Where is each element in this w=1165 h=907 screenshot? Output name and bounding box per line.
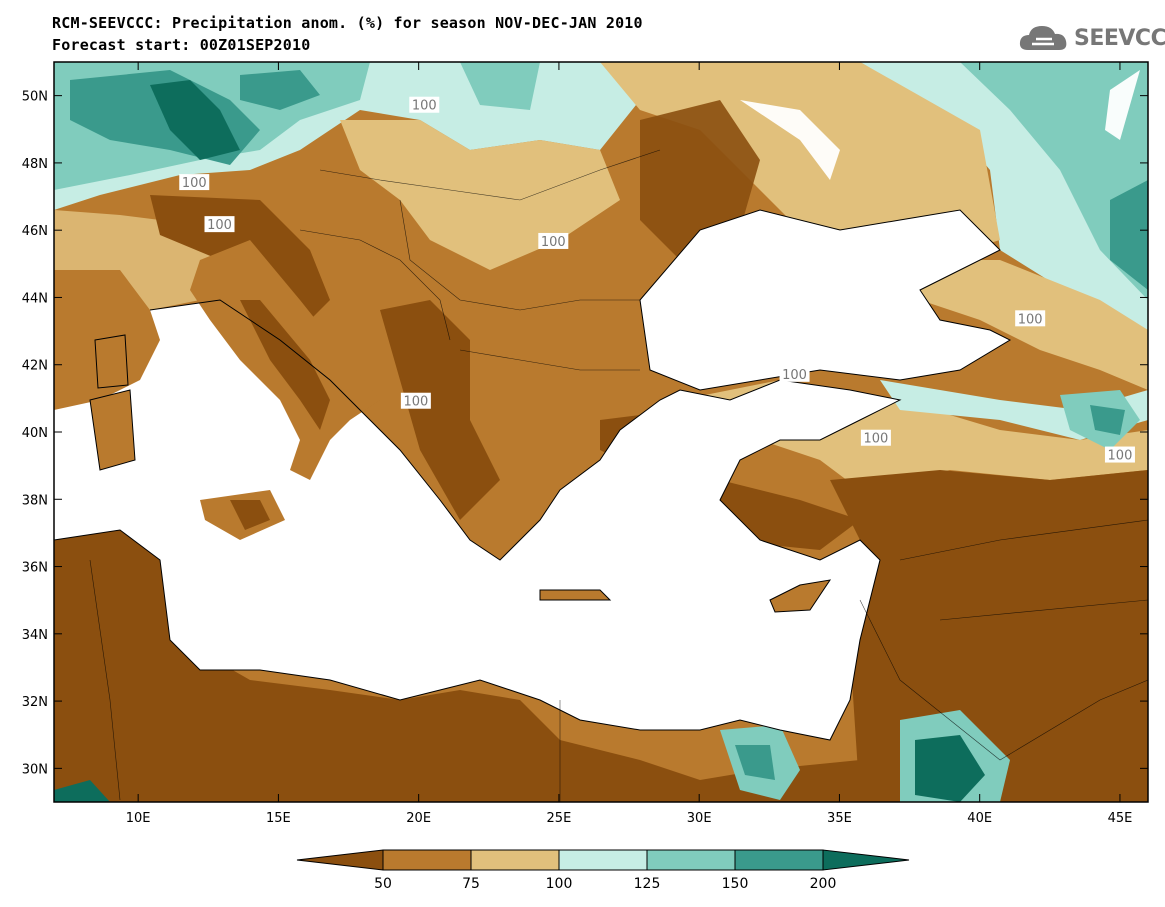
contour-label-text: 100 [782,368,807,383]
lat-tick-label: 36N [22,561,48,576]
lat-tick-label: 32N [22,695,48,710]
colorbar-min-triangle [296,849,384,871]
colorbar-box [382,849,472,871]
lon-tick-label: 10E [126,811,151,826]
contour-label: 100 [538,232,569,250]
colorbar-label: 75 [462,876,480,892]
contour-label-text: 100 [1018,312,1043,327]
colorbar-box [558,849,648,871]
contour-label-bg [779,365,810,382]
lat-tick-label: 30N [22,762,48,777]
contour-label-bg [860,429,891,446]
lat-tick-label: 44N [22,291,48,306]
colorbar-label: 150 [722,876,749,892]
lon-tick-label: 25E [547,811,572,826]
cloud-icon [1019,26,1067,50]
contour-label: 100 [860,429,891,447]
lat-tick-label: 34N [22,628,48,643]
contour-label-bg [409,96,440,113]
map-title: RCM-SEEVCCC: Precipitation anom. (%) for… [52,14,643,32]
lon-tick-label: 35E [827,811,852,826]
contour-label-text: 100 [182,176,207,191]
contour-label-text: 100 [541,235,566,250]
lat-tick-label: 50N [22,90,48,105]
lat-tick-label: 46N [22,224,48,239]
contour-label: 100 [409,96,440,114]
contour-label-bg [204,216,235,233]
contour-label: 100 [204,216,235,233]
lon-tick-label: 40E [967,811,992,826]
lon-tick-label: 15E [266,811,291,826]
colorbar-label: 125 [634,876,661,892]
colorbar-label: 50 [374,876,392,892]
anomaly-field [54,62,1148,802]
colorbar-box [470,849,560,871]
contour-label-text: 100 [207,218,232,233]
colorbar: 50 75 100 125 150 200 [296,849,910,892]
colorbar-label: 100 [546,876,573,892]
contour-label-text: 100 [412,99,437,114]
contour-label-bg [400,392,431,409]
colorbar-label: 200 [810,876,837,892]
contour-label: 100 [1015,310,1046,327]
contour-label-bg [538,232,569,249]
country-borders [89,149,1148,802]
contour-label: 100 [779,365,810,383]
lon-tick-label: 30E [687,811,712,826]
contour-label: 100 [400,392,431,410]
contour-label-text: 100 [863,432,888,447]
longitude-labels: 10E 15E 20E 25E 30E 35E 40E 45E [126,811,1133,826]
contour-label-text: 100 [403,395,428,410]
lon-tick-label: 45E [1108,811,1133,826]
lat-tick-label: 40N [22,426,48,441]
lon-tick-label: 20E [406,811,431,826]
contour-label-bg [1104,446,1135,463]
seevccc-logo: SEEVCCC [1018,22,1165,54]
contour-label-bg [1015,310,1046,327]
colorbar-max-triangle [822,849,910,871]
forecast-start-label: Forecast start: 00Z01SEP2010 [52,36,311,54]
logo-text: SEEVCCC [1074,25,1165,51]
lat-tick-label: 48N [22,157,48,172]
lat-tick-label: 38N [22,493,48,508]
coastlines [54,209,1012,741]
contour-label: 100 [179,174,210,191]
lat-tick-label: 42N [22,359,48,374]
colorbar-box [646,849,736,871]
contour-label: 100 [1104,446,1135,464]
contour-labels: 100 100 100 100 100 100 100 100 100 [179,96,1135,464]
axis-ticks [54,62,1148,802]
contour-label-text: 100 [1108,449,1133,464]
colorbar-box [734,849,824,871]
latitude-labels: 30N 32N 34N 36N 38N 40N 42N 44N 46N 48N 50N [22,90,48,778]
contour-label-bg [179,174,210,191]
